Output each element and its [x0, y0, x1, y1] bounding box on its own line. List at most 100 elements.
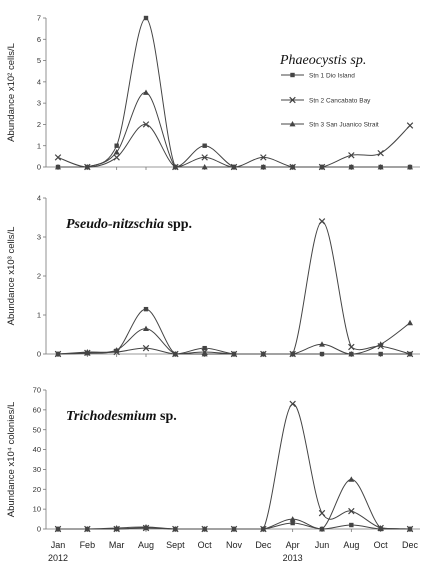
data-point-x — [201, 154, 208, 161]
data-point-x — [406, 350, 414, 358]
legend-marker-triangle — [289, 121, 296, 127]
data-point-square — [319, 351, 325, 357]
x-marker-stroke — [318, 509, 326, 517]
data-point-triangle — [231, 526, 237, 532]
data-point-x — [113, 154, 120, 161]
data-point-triangle — [377, 341, 384, 347]
data-point-square — [290, 520, 295, 526]
y-tick-label: 5 — [37, 56, 41, 65]
panel-2: 0 1 2 3 4 Abundance x10³ cells/L Pseudo-nitzsc… — [6, 194, 420, 359]
data-point-x — [260, 154, 267, 161]
y-tick-label: 2 — [37, 120, 41, 129]
legend-label: Stn 2 Cancabato Bay — [309, 97, 371, 104]
y-tick-label: 70 — [33, 386, 41, 395]
data-point-triangle — [231, 164, 237, 170]
data-point-triangle — [113, 525, 120, 531]
x-marker-stroke — [289, 400, 296, 408]
panel-title: Phaeocystis sp. — [279, 53, 366, 68]
y-tick-label: 10 — [33, 505, 41, 514]
x-tick-label: Oct — [374, 540, 389, 550]
data-point-triangle — [143, 524, 149, 530]
data-point-square — [143, 306, 149, 312]
data-point-triangle — [289, 516, 296, 522]
x-tick-label: Sept — [166, 540, 185, 550]
data-point-square — [202, 345, 207, 351]
data-point-triangle — [143, 325, 149, 332]
data-point-x — [142, 121, 150, 128]
data-point-triangle — [84, 164, 91, 170]
data-point-triangle — [319, 164, 325, 170]
data-point-triangle — [260, 164, 267, 170]
data-point-x — [348, 152, 355, 159]
data-point-triangle — [407, 526, 413, 532]
year-label: 2012 — [48, 553, 68, 563]
y-tick-label: 3 — [37, 233, 41, 242]
data-point-triangle — [348, 476, 355, 482]
x-marker-stroke — [113, 154, 120, 161]
data-point-x — [348, 343, 355, 351]
panel-title-suffix: sp. — [157, 409, 177, 424]
data-point-triangle — [289, 351, 296, 357]
x-marker-stroke — [318, 218, 326, 225]
y-tick-label: 0 — [37, 350, 41, 359]
y-tick-label: 60 — [33, 405, 41, 414]
data-point-square — [349, 522, 354, 528]
data-point-square — [378, 351, 383, 357]
y-axis-label: Abundance x10³ cells/L — [6, 227, 17, 326]
data-point-triangle — [348, 351, 355, 357]
data-point-triangle — [319, 341, 325, 347]
x-marker-stroke — [348, 343, 355, 351]
data-point-x — [142, 344, 150, 352]
y-tick-label: 4 — [37, 194, 41, 203]
data-point-triangle — [260, 351, 267, 357]
data-point-x — [289, 400, 296, 408]
data-point-triangle — [289, 164, 296, 170]
data-point-triangle — [55, 164, 61, 170]
x-tick-label: Dec — [402, 540, 419, 550]
data-point-square — [202, 143, 207, 148]
panel-title-italic: Trichodesmium — [66, 409, 157, 424]
data-point-triangle — [172, 164, 179, 170]
y-tick-label: 1 — [37, 311, 41, 320]
panel-title: Pseudo-nitzschia spp. — [66, 217, 192, 232]
data-point-triangle — [201, 526, 208, 532]
y-tick-label: 4 — [37, 77, 41, 86]
data-point-x — [54, 154, 62, 161]
data-point-x — [377, 149, 384, 157]
data-point-triangle — [201, 351, 208, 357]
data-point-triangle — [84, 349, 91, 355]
panel-1: 0 1 2 3 4 5 6 7 Abundance x10² cells/L Phaeocysti… — [6, 14, 420, 172]
data-point-triangle — [113, 347, 120, 353]
data-point-x — [406, 122, 414, 129]
series-line-square — [58, 17, 410, 168]
data-point-triangle — [231, 351, 237, 357]
data-point-triangle — [407, 319, 413, 326]
legend-label: Stn 1 Dio Island — [309, 72, 355, 79]
data-point-triangle — [143, 89, 149, 95]
y-tick-label: 20 — [33, 485, 41, 494]
year-label: 2013 — [283, 553, 303, 563]
data-point-triangle — [377, 164, 384, 170]
series-line-triangle — [58, 478, 411, 530]
data-point-x — [318, 218, 326, 225]
data-point-x — [348, 507, 355, 515]
y-tick-label: 50 — [33, 425, 41, 434]
data-point-square — [143, 15, 149, 21]
x-tick-label: Dec — [255, 540, 272, 550]
data-point-triangle — [172, 351, 179, 357]
panel-title-italic: Pseudo-nitzschia — [66, 217, 164, 232]
x-marker-stroke — [142, 344, 150, 352]
x-marker-stroke — [348, 507, 355, 515]
data-point-triangle — [348, 164, 355, 170]
panel-title: Trichodesmium sp. — [66, 409, 177, 424]
data-point-x — [318, 509, 326, 517]
data-point-triangle — [377, 525, 384, 531]
data-point-triangle — [84, 526, 91, 532]
x-marker-stroke — [260, 154, 267, 161]
x-tick-label: Jun — [315, 540, 330, 550]
x-marker-stroke — [406, 350, 414, 358]
legend-marker-x — [289, 96, 296, 104]
data-point-triangle — [260, 526, 267, 532]
legend-marker-square — [290, 72, 295, 78]
y-tick-label: 40 — [33, 445, 41, 454]
